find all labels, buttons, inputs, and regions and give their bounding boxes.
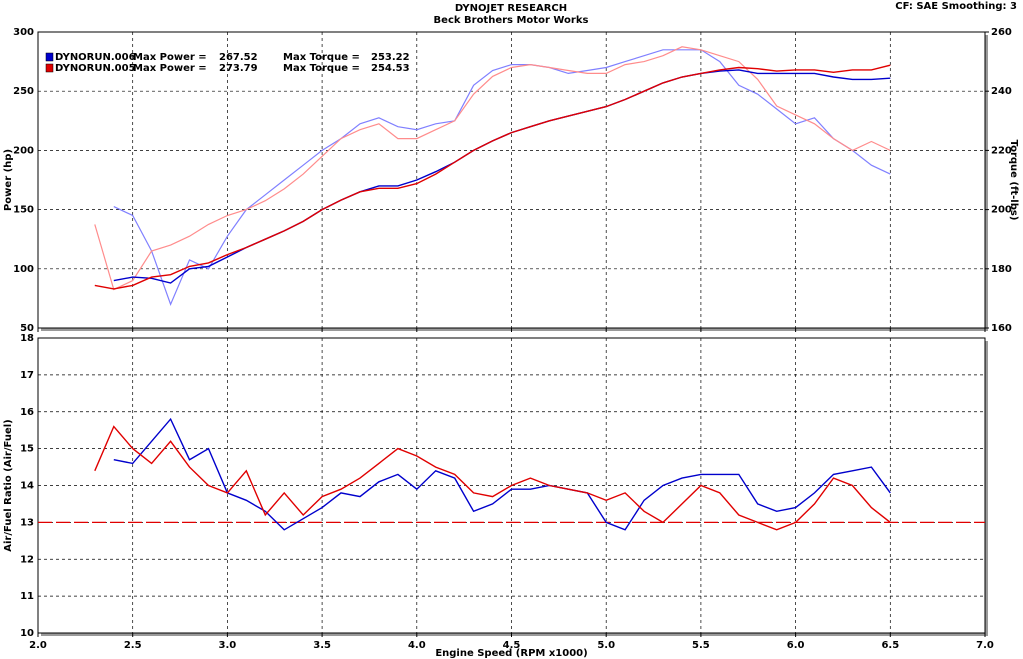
settings-label: CF: SAE Smoothing: 3 <box>895 1 1017 12</box>
y-tick-label: 17 <box>20 370 34 381</box>
legend-max-torque: 254.53 <box>371 63 410 74</box>
y2-axis-title: Torque (ft-lbs) <box>1008 140 1019 221</box>
y-tick-label: 11 <box>20 591 34 602</box>
y-axis-title: Power (hp) <box>3 149 14 211</box>
afr-line <box>113 417 891 531</box>
y-tick-label: 200 <box>13 145 34 156</box>
x-tick-label: 2.0 <box>29 640 47 651</box>
power-line <box>94 64 891 290</box>
x-tick-label: 6.0 <box>787 640 805 651</box>
afr-line <box>94 425 891 531</box>
x-tick-label: 5.0 <box>597 640 615 651</box>
y-tick-label: 300 <box>13 27 34 38</box>
y-axis-title: Air/Fuel Ratio (Air/Fuel) <box>3 419 14 551</box>
x-tick-label: 3.5 <box>313 640 331 651</box>
legend-torque-label: Max Torque = <box>283 52 360 63</box>
x-tick-label: 5.5 <box>692 640 710 651</box>
chart-subtitle: Beck Brothers Motor Works <box>434 15 589 26</box>
legend-swatch <box>45 52 54 62</box>
y-tick-label: 100 <box>13 264 34 275</box>
torque-line <box>113 49 891 306</box>
legend-swatch <box>45 63 54 73</box>
legend-max-power: 273.79 <box>219 63 258 74</box>
y-tick-label: 12 <box>20 554 34 565</box>
y2-tick-label: 180 <box>991 264 1012 275</box>
legend-power-label: Max Power = <box>133 63 207 74</box>
y-tick-label: 14 <box>20 481 34 492</box>
legend-name: DYNORUN.006 <box>55 52 136 63</box>
y-tick-label: 250 <box>13 86 34 97</box>
y-tick-label: 10 <box>20 628 34 639</box>
x-axis-title: Engine Speed (RPM x1000) <box>435 648 587 659</box>
legend-max-torque: 253.22 <box>371 52 410 63</box>
legend-max-power: 267.52 <box>219 52 258 63</box>
legend-name: DYNORUN.005 <box>55 63 136 74</box>
x-tick-label: 4.0 <box>408 640 426 651</box>
y-tick-label: 16 <box>20 407 34 418</box>
torque-line <box>94 46 891 291</box>
x-tick-label: 6.5 <box>881 640 899 651</box>
y-tick-label: 18 <box>20 333 34 344</box>
x-tick-label: 3.0 <box>219 640 237 651</box>
x-tick-label: 2.5 <box>124 640 142 651</box>
y2-tick-label: 260 <box>991 27 1012 38</box>
legend-torque-label: Max Torque = <box>283 63 360 74</box>
chart-title: DYNOJET RESEARCH <box>455 3 567 14</box>
y-tick-label: 13 <box>20 517 34 528</box>
y2-tick-label: 220 <box>991 145 1012 156</box>
y-tick-label: 150 <box>13 205 34 216</box>
x-tick-label: 4.5 <box>503 640 521 651</box>
y-tick-label: 15 <box>20 444 34 455</box>
y-tick-label: 50 <box>20 323 34 334</box>
legend-power-label: Max Power = <box>133 52 207 63</box>
y2-tick-label: 160 <box>991 323 1012 334</box>
y2-tick-label: 240 <box>991 86 1012 97</box>
y2-tick-label: 200 <box>991 205 1012 216</box>
x-tick-label: 7.0 <box>976 640 994 651</box>
